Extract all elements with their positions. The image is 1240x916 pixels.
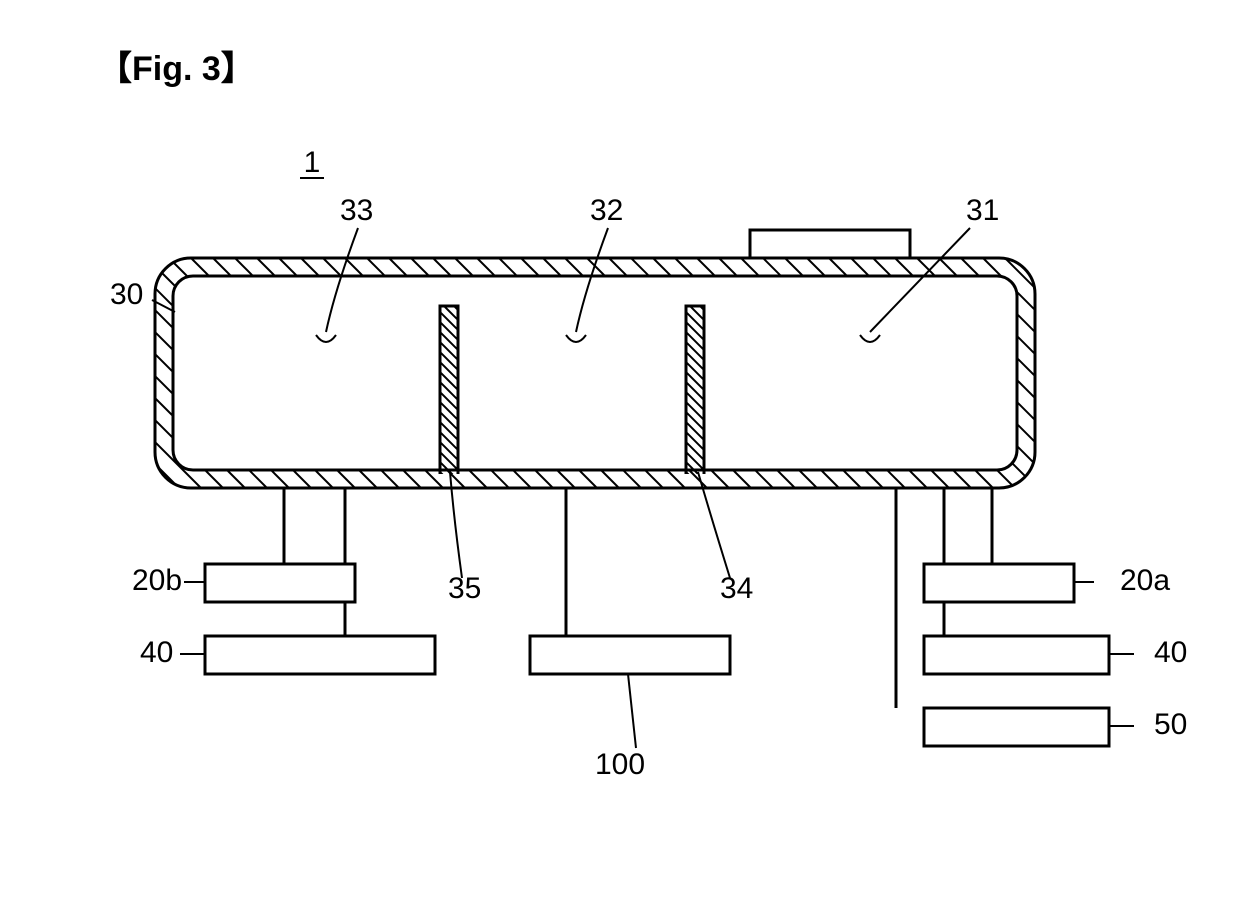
label-20a: 20a [1120, 564, 1170, 597]
label-32: 32 [590, 194, 623, 227]
label-50: 50 [1154, 708, 1187, 741]
label-33: 33 [340, 194, 373, 227]
label-35: 35 [448, 572, 481, 605]
vessel-top-port [750, 230, 910, 258]
box-20a [924, 564, 1074, 602]
box-40-left [205, 636, 435, 674]
assembly-ref: 1 [304, 146, 321, 179]
figure-title: 【Fig. 3】 [98, 50, 255, 88]
vessel-inner [173, 276, 1017, 470]
label-40-right: 40 [1154, 636, 1187, 669]
box-50 [924, 708, 1109, 746]
box-40-right [924, 636, 1109, 674]
leader-100 [628, 674, 636, 748]
box-20b [205, 564, 355, 602]
label-100: 100 [595, 748, 645, 781]
label-20b: 20b [132, 564, 182, 597]
box-100 [530, 636, 730, 674]
label-40-left: 40 [140, 636, 173, 669]
label-31: 31 [966, 194, 999, 227]
label-34: 34 [720, 572, 753, 605]
label-30: 30 [110, 278, 143, 311]
